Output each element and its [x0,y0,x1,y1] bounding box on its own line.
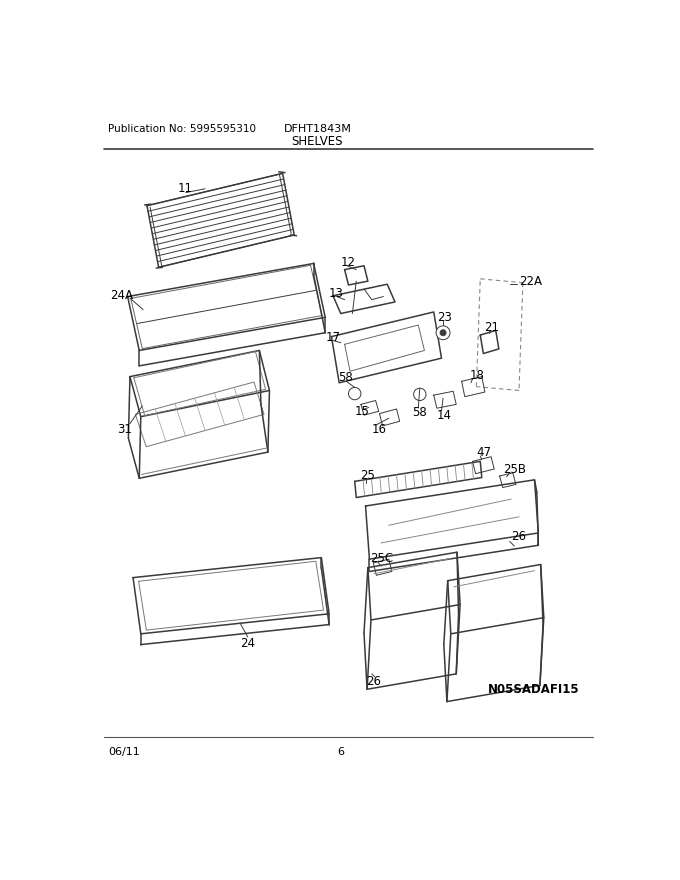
Text: 26: 26 [367,675,381,688]
Text: 23: 23 [438,311,452,324]
Text: Publication No: 5995595310: Publication No: 5995595310 [108,124,256,134]
Text: 25B: 25B [503,463,526,475]
Circle shape [436,326,450,340]
Text: 06/11: 06/11 [108,747,140,758]
Text: 12: 12 [341,256,356,269]
Text: 58: 58 [412,407,427,420]
Text: 26: 26 [511,531,526,543]
Text: SHELVES: SHELVES [292,136,343,149]
Text: 24A: 24A [109,290,133,303]
Circle shape [440,330,446,336]
Text: 58: 58 [338,370,352,384]
Text: 47: 47 [477,445,492,458]
Circle shape [348,387,361,400]
Text: 13: 13 [329,287,344,300]
Text: 11: 11 [178,182,193,195]
Text: DFHT1843M: DFHT1843M [284,124,352,134]
Text: 31: 31 [118,422,133,436]
Text: 25: 25 [360,469,375,482]
Text: N05SADAFI15: N05SADAFI15 [488,683,579,696]
Text: 16: 16 [372,422,387,436]
Text: 17: 17 [325,331,340,344]
Text: 18: 18 [469,369,484,382]
Text: 6: 6 [337,747,344,758]
Text: 25C: 25C [370,552,393,565]
Text: 14: 14 [437,409,452,422]
Text: 24: 24 [240,636,255,649]
Text: 21: 21 [484,321,499,334]
Circle shape [413,388,426,400]
Text: 15: 15 [355,405,369,418]
Text: 22A: 22A [519,275,542,289]
